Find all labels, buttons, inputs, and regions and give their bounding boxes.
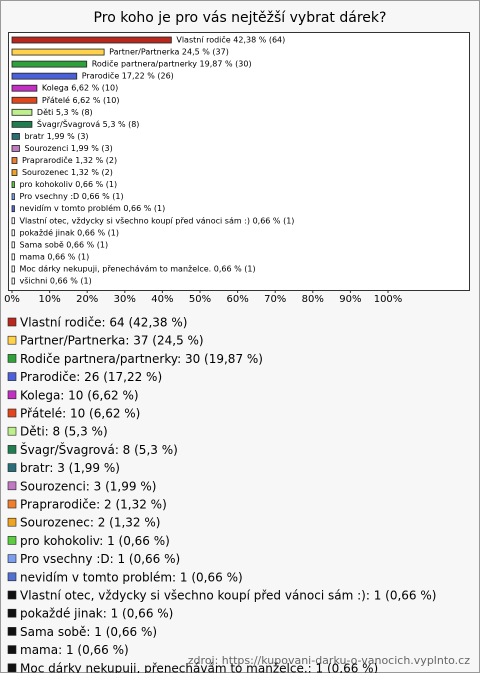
legend-label: Moc dárky nekupuji, přenechávám to manže… <box>20 661 378 673</box>
legend-swatch <box>7 554 17 563</box>
bar <box>11 205 15 213</box>
bar-label: Vlastní otec, vždycky si všechno koupí p… <box>19 215 294 225</box>
bar-label: Sourozenci 1,99 % (3) <box>24 144 112 153</box>
bar <box>11 108 33 116</box>
bar <box>11 217 15 225</box>
plot-area <box>8 32 470 291</box>
legend-label: Prarodiče: 26 (17,22 %) <box>20 370 162 384</box>
bar <box>11 181 15 189</box>
x-tick-label: 40% <box>151 294 173 305</box>
x-tick-label: 50% <box>189 294 211 305</box>
bar <box>11 120 33 128</box>
legend-swatch <box>7 663 17 673</box>
bar <box>11 277 15 285</box>
legend-label: Pro vsechny :D: 1 (0,66 %) <box>20 552 180 566</box>
legend-swatch <box>7 536 17 545</box>
bar <box>11 193 15 201</box>
bar <box>11 48 105 56</box>
legend-label: Sourozenci: 3 (1,99 %) <box>20 479 156 493</box>
legend-swatch <box>7 426 17 436</box>
bar-label: Kolega 6,62 % (10) <box>42 84 118 93</box>
legend-swatch <box>7 590 17 600</box>
legend-swatch <box>7 408 17 418</box>
x-tick-label: 10% <box>38 294 60 305</box>
x-tick-label: 0% <box>4 294 20 305</box>
legend-label: Sourozenec: 2 (1,32 %) <box>20 516 160 530</box>
legend-label: pro kohokoliv: 1 (0,66 %) <box>20 534 170 548</box>
bar <box>11 60 88 68</box>
bar-label: pokaždé jinak 0,66 % (1) <box>19 227 119 237</box>
legend-swatch <box>7 335 17 345</box>
x-tick-label: 100% <box>374 294 403 305</box>
source: zdroj: https://kupovani-darku-o-vanocich… <box>188 654 470 667</box>
bar-label: Děti 5,3 % (8) <box>37 108 93 117</box>
legend-swatch <box>7 517 17 527</box>
bar-label: Sourozenec 1,32 % (2) <box>22 168 113 177</box>
bar <box>11 36 172 44</box>
bar-label: Přátelé 6,62 % (10) <box>42 95 120 105</box>
bar-label: Pro vsechny :D 0,66 % (1) <box>19 192 123 201</box>
legend-label: Rodiče partnera/partnerky: 30 (19,87 %) <box>20 352 263 366</box>
legend-swatch <box>7 317 17 327</box>
legend-label: pokaždé jinak: 1 (0,66 %) <box>20 607 173 621</box>
bar-label: mama 0,66 % (1) <box>19 252 89 261</box>
bar-label: všichni 0,66 % (1) <box>19 276 91 286</box>
bar <box>11 265 15 273</box>
x-tick-label: 80% <box>302 294 324 305</box>
legend-swatch <box>7 645 17 654</box>
legend-swatch <box>7 354 17 363</box>
bar <box>11 241 15 249</box>
legend-swatch <box>7 372 17 381</box>
bar-label: Sama sobě 0,66 % (1) <box>19 240 108 249</box>
legend-label: Švagr/Švagrová: 8 (5,3 %) <box>20 442 178 457</box>
x-tick-label: 70% <box>264 294 286 305</box>
bar-label: bratr 1,99 % (3) <box>24 132 88 141</box>
legend-swatch <box>7 390 17 400</box>
legend-label: Partner/Partnerka: 37 (24,5 %) <box>20 334 204 348</box>
bar <box>11 157 18 164</box>
x-tick-label: 20% <box>76 294 98 305</box>
bar-label: Prarodiče 17,22 % (26) <box>82 71 174 81</box>
legend-label: bratr: 3 (1,99 %) <box>20 461 120 475</box>
bar-label: Partner/Partnerka 24,5 % (37) <box>109 48 229 57</box>
legend-swatch <box>7 463 17 472</box>
legend-label: Sama sobě: 1 (0,66 %) <box>20 625 157 639</box>
bar-label: Moc dárky nekupuji, přenechávám to manže… <box>19 264 255 273</box>
legend-swatch <box>7 481 17 491</box>
x-tick-label: 90% <box>339 294 361 305</box>
bar-label: Švagr/Švagrová 5,3 % (8) <box>37 118 140 129</box>
legend-swatch <box>7 499 17 509</box>
bar <box>11 96 38 104</box>
bar <box>11 84 38 92</box>
bar <box>11 132 20 140</box>
legend-label: mama: 1 (0,66 %) <box>20 643 129 657</box>
bar <box>11 253 15 261</box>
x-tick-label: 30% <box>114 294 136 305</box>
legend-label: Vlastní otec, vždycky si všechno koupí p… <box>20 589 436 603</box>
legend-swatch <box>7 608 17 618</box>
bar <box>11 145 20 152</box>
bar <box>11 229 15 237</box>
bar-label: pro kohokoliv 0,66 % (1) <box>19 180 117 189</box>
bar-label: Vlastní rodiče 42,38 % (64) <box>176 35 285 45</box>
chart-title: Pro koho je pro vás nejtěžší vybrat dáre… <box>94 10 387 26</box>
bar <box>11 72 78 80</box>
x-tick-label: 60% <box>226 294 248 305</box>
legend-label: nevidím v tomto problém: 1 (0,66 %) <box>20 570 243 584</box>
legend-label: Kolega: 10 (6,62 %) <box>20 388 139 402</box>
bar <box>11 169 18 176</box>
legend-label: Praprarodiče: 2 (1,32 %) <box>20 498 167 512</box>
bar-label: Rodiče partnera/partnerky 19,87 % (30) <box>92 59 252 69</box>
legend-swatch <box>7 445 17 454</box>
legend-label: Vlastní rodiče: 64 (42,38 %) <box>20 316 187 330</box>
legend-swatch <box>7 627 17 636</box>
legend-swatch <box>7 572 17 582</box>
bar-label: nevidím v tomto problém 0,66 % (1) <box>19 203 165 213</box>
bar-label: Praprarodiče 1,32 % (2) <box>22 155 117 165</box>
legend-label: Přátelé: 10 (6,62 %) <box>20 407 140 421</box>
legend-label: Děti: 8 (5,3 %) <box>20 425 108 439</box>
